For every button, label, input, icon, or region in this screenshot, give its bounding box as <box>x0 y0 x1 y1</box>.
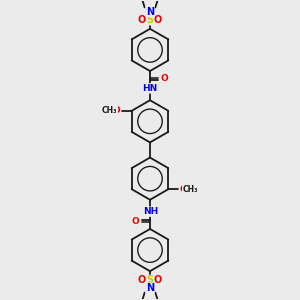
Text: O: O <box>113 106 121 115</box>
Text: S: S <box>146 275 154 285</box>
Text: O: O <box>154 15 162 25</box>
Text: O: O <box>179 185 187 194</box>
Text: CH₃: CH₃ <box>183 185 198 194</box>
Text: HN: HN <box>142 84 157 93</box>
Text: S: S <box>146 15 154 25</box>
Text: O: O <box>154 275 162 285</box>
Text: NH: NH <box>143 207 158 216</box>
Text: O: O <box>131 217 139 226</box>
Text: CH₃: CH₃ <box>102 106 117 115</box>
Text: O: O <box>161 74 169 83</box>
Text: O: O <box>138 15 146 25</box>
Text: N: N <box>146 7 154 16</box>
Text: N: N <box>146 284 154 293</box>
Text: O: O <box>138 275 146 285</box>
